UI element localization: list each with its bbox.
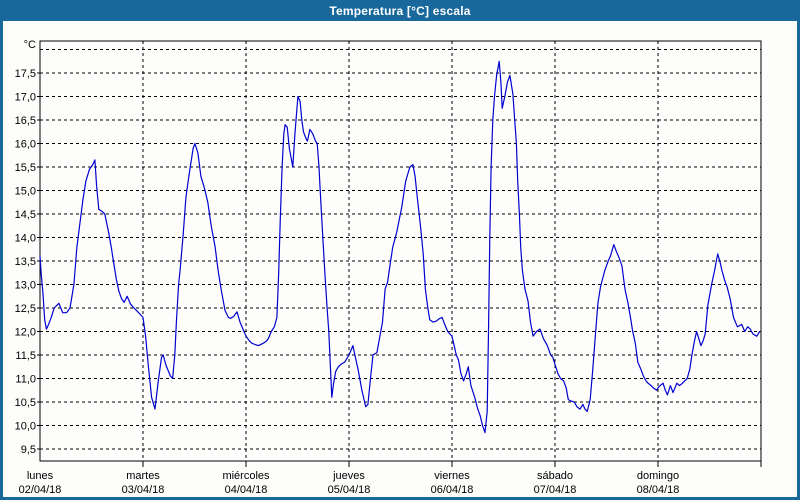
y-tick-label: 11,0 xyxy=(15,374,36,386)
y-tick-label: 17,5 xyxy=(15,68,36,80)
day-date-label: 05/04/18 xyxy=(328,484,371,496)
y-tick-label: 12,5 xyxy=(15,303,36,315)
day-name-label: lunes xyxy=(27,470,54,482)
y-axis-unit-label: °C xyxy=(24,39,36,51)
y-tick-label: 11,5 xyxy=(15,350,36,362)
y-tick-label: 13,0 xyxy=(15,280,36,292)
temperature-line xyxy=(39,60,761,434)
y-tick-label: 12,0 xyxy=(15,327,36,339)
temperature-chart: 17,5 17,0 16,5 16,0 15,5 15,0 14,5 14,0 13,5 13,0… xyxy=(15,39,762,496)
y-tick-label: 10,0 xyxy=(15,421,36,433)
day-name-label: viernes xyxy=(434,470,470,482)
y-tick-label: 9,5 xyxy=(21,444,36,456)
day-name-label: jueves xyxy=(332,470,365,482)
day-date-label: 03/04/18 xyxy=(122,484,165,496)
title-bar[interactable]: Temperatura [°C] escala xyxy=(3,0,797,21)
day-name-label: martes xyxy=(126,470,160,482)
chart-panel: 17,5 17,0 16,5 16,0 15,5 15,0 14,5 14,0 13,5 13,0… xyxy=(3,21,797,497)
y-tick-label: 13,5 xyxy=(15,256,36,268)
day-name-label: sábado xyxy=(537,470,573,482)
y-tick-label: 17,0 xyxy=(15,92,36,104)
day-date-label: 02/04/18 xyxy=(19,484,62,496)
plot-frame xyxy=(39,40,762,462)
day-date-label: 04/04/18 xyxy=(225,484,268,496)
day-date-label: 08/04/18 xyxy=(637,484,680,496)
window-title: Temperatura [°C] escala xyxy=(329,3,471,18)
day-date-label: 06/04/18 xyxy=(431,484,474,496)
y-tick-label: 14,5 xyxy=(15,209,36,221)
y-tick-label: 10,5 xyxy=(15,397,36,409)
y-tick-label: 15,0 xyxy=(15,186,36,198)
day-name-label: domingo xyxy=(637,470,679,482)
y-tick-label: 15,5 xyxy=(15,162,36,174)
day-name-label: miércoles xyxy=(222,470,270,482)
day-date-label: 07/04/18 xyxy=(534,484,577,496)
y-tick-label: 16,0 xyxy=(15,139,36,151)
y-tick-label: 16,5 xyxy=(15,115,36,127)
y-tick-label: 14,0 xyxy=(15,233,36,245)
